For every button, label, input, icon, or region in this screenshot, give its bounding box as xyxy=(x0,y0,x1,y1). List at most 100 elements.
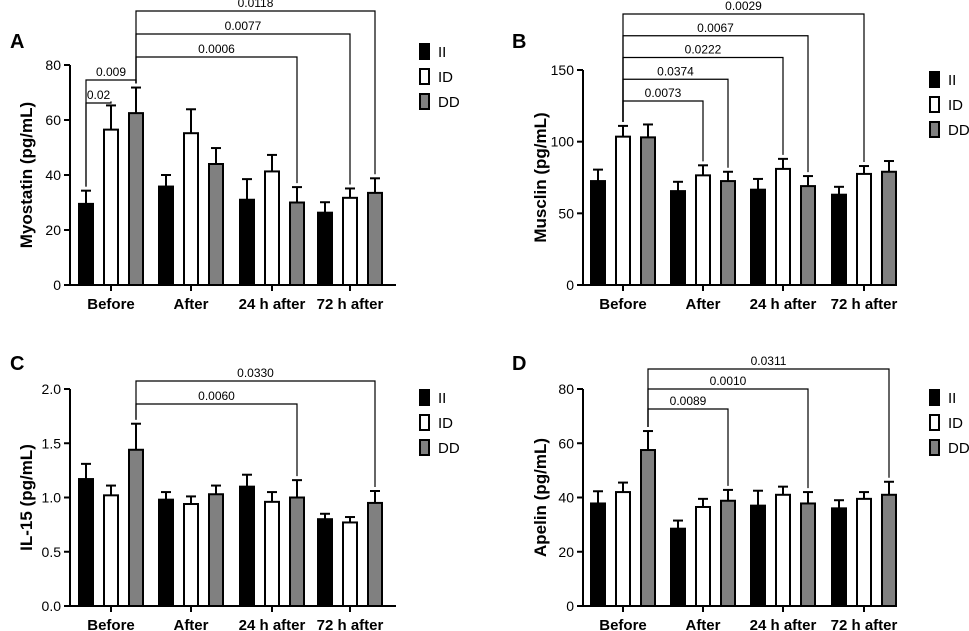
bar-dd xyxy=(367,501,383,607)
legend-label: ID xyxy=(438,69,453,86)
bar-dd xyxy=(881,493,897,608)
y-tick-label: 2.0 xyxy=(42,381,62,397)
bar-ii xyxy=(831,507,847,608)
x-tick-label: After xyxy=(173,296,208,313)
bar-ii xyxy=(750,188,766,286)
significance-bracket xyxy=(647,408,729,486)
x-tick-label: Before xyxy=(599,296,647,313)
bar-ii xyxy=(239,198,255,286)
x-tick-label: Before xyxy=(599,617,647,631)
bar-id xyxy=(103,128,119,286)
y-tick-label: 50 xyxy=(558,205,574,221)
bar-id xyxy=(103,494,119,607)
p-value-label: 0.0060 xyxy=(198,389,235,403)
legend-swatch-ii xyxy=(929,71,940,88)
x-tick-label: After xyxy=(173,617,208,631)
legend-swatch-id xyxy=(419,414,430,431)
x-tick-label: 72 h after xyxy=(317,296,384,313)
bar-ii xyxy=(317,211,333,286)
p-value-label: 0.0067 xyxy=(697,21,734,35)
bar-dd xyxy=(720,180,736,286)
bar-ii xyxy=(831,193,847,286)
legend-label: II xyxy=(438,44,446,61)
legend-label: DD xyxy=(438,440,460,457)
bar-ii xyxy=(78,478,94,607)
bar-dd xyxy=(208,163,224,286)
bar-dd xyxy=(367,191,383,286)
p-value-label: 0.02 xyxy=(87,88,111,102)
significance-bracket xyxy=(622,13,865,163)
y-axis-label: Myostatin (pg/mL) xyxy=(17,102,36,248)
bar-dd xyxy=(640,136,656,286)
bar-id xyxy=(856,172,872,287)
bar-dd xyxy=(800,502,816,607)
bar-ii xyxy=(158,185,174,286)
bar-ii xyxy=(158,498,174,608)
bar-ii xyxy=(78,202,94,286)
y-axis-label: Musclin (pg/mL) xyxy=(531,112,550,242)
y-tick-label: 1.0 xyxy=(42,490,62,506)
y-tick-label: 40 xyxy=(45,167,61,183)
p-value-label: 0.0073 xyxy=(645,86,682,100)
p-value-label: 0.0077 xyxy=(225,19,262,33)
y-tick-label: 80 xyxy=(558,381,574,397)
bar-id xyxy=(264,500,280,607)
significance-bracket xyxy=(135,403,298,477)
bar-dd xyxy=(128,112,144,286)
legend-swatch-dd xyxy=(419,93,430,110)
bar-id xyxy=(183,503,199,608)
panel-a: A 0 20 40 60 80 Myostatin (pg/mL) Before After 24… xyxy=(10,0,460,313)
bar-dd xyxy=(289,201,305,286)
y-axis-label: Apelin (pg/mL) xyxy=(531,438,550,557)
bar-id xyxy=(342,196,358,286)
x-tick-label: 72 h after xyxy=(831,617,898,631)
legend-swatch-id xyxy=(929,96,940,113)
p-value-label: 0.009 xyxy=(96,65,126,79)
y-tick-label: 40 xyxy=(558,490,574,506)
bar-id xyxy=(615,491,631,608)
legend-label: ID xyxy=(948,97,963,114)
bar-id xyxy=(183,132,199,286)
legend-label: II xyxy=(438,390,446,407)
x-tick-label: After xyxy=(685,296,720,313)
y-tick-label: 80 xyxy=(45,57,61,73)
bar-id xyxy=(264,170,280,286)
x-tick-label: 24 h after xyxy=(750,296,817,313)
p-value-label: 0.0006 xyxy=(198,42,235,56)
y-tick-label: 100 xyxy=(551,134,575,150)
bar-dd xyxy=(128,448,144,608)
legend-label: DD xyxy=(948,122,969,139)
p-value-label: 0.0330 xyxy=(237,366,274,380)
x-tick-label: Before xyxy=(87,617,135,631)
bar-ii xyxy=(239,485,255,607)
significance-bracket xyxy=(135,380,376,487)
bar-dd xyxy=(640,449,656,607)
bar-id xyxy=(775,493,791,608)
p-value-label: 0.0118 xyxy=(238,0,274,10)
bar-dd xyxy=(289,496,305,607)
panel-letter: A xyxy=(10,31,24,53)
significance-bracket xyxy=(622,100,704,162)
bar-dd xyxy=(208,493,224,607)
panel-d: D 0 20 40 60 80 Apelin (pg/mL) Before After 24 h … xyxy=(512,353,969,631)
bar-ii xyxy=(317,518,333,608)
bar-dd xyxy=(720,499,736,608)
x-tick-label: 24 h after xyxy=(239,617,306,631)
p-value-label: 0.0089 xyxy=(670,394,707,408)
bar-id xyxy=(695,174,711,287)
y-tick-label: 60 xyxy=(558,435,574,451)
x-tick-label: 72 h after xyxy=(317,617,384,631)
y-tick-label: 20 xyxy=(558,544,574,560)
bar-ii xyxy=(750,504,766,608)
legend-swatch-ii xyxy=(419,43,430,60)
x-tick-label: 72 h after xyxy=(831,296,898,313)
bar-ii xyxy=(590,180,606,286)
bar-id xyxy=(856,497,872,608)
panel-letter: C xyxy=(10,353,24,375)
p-value-label: 0.0029 xyxy=(725,0,762,13)
bar-ii xyxy=(670,190,686,286)
legend-swatch-id xyxy=(419,68,430,85)
legend-label: ID xyxy=(948,415,963,432)
y-tick-label: 0 xyxy=(566,277,574,293)
